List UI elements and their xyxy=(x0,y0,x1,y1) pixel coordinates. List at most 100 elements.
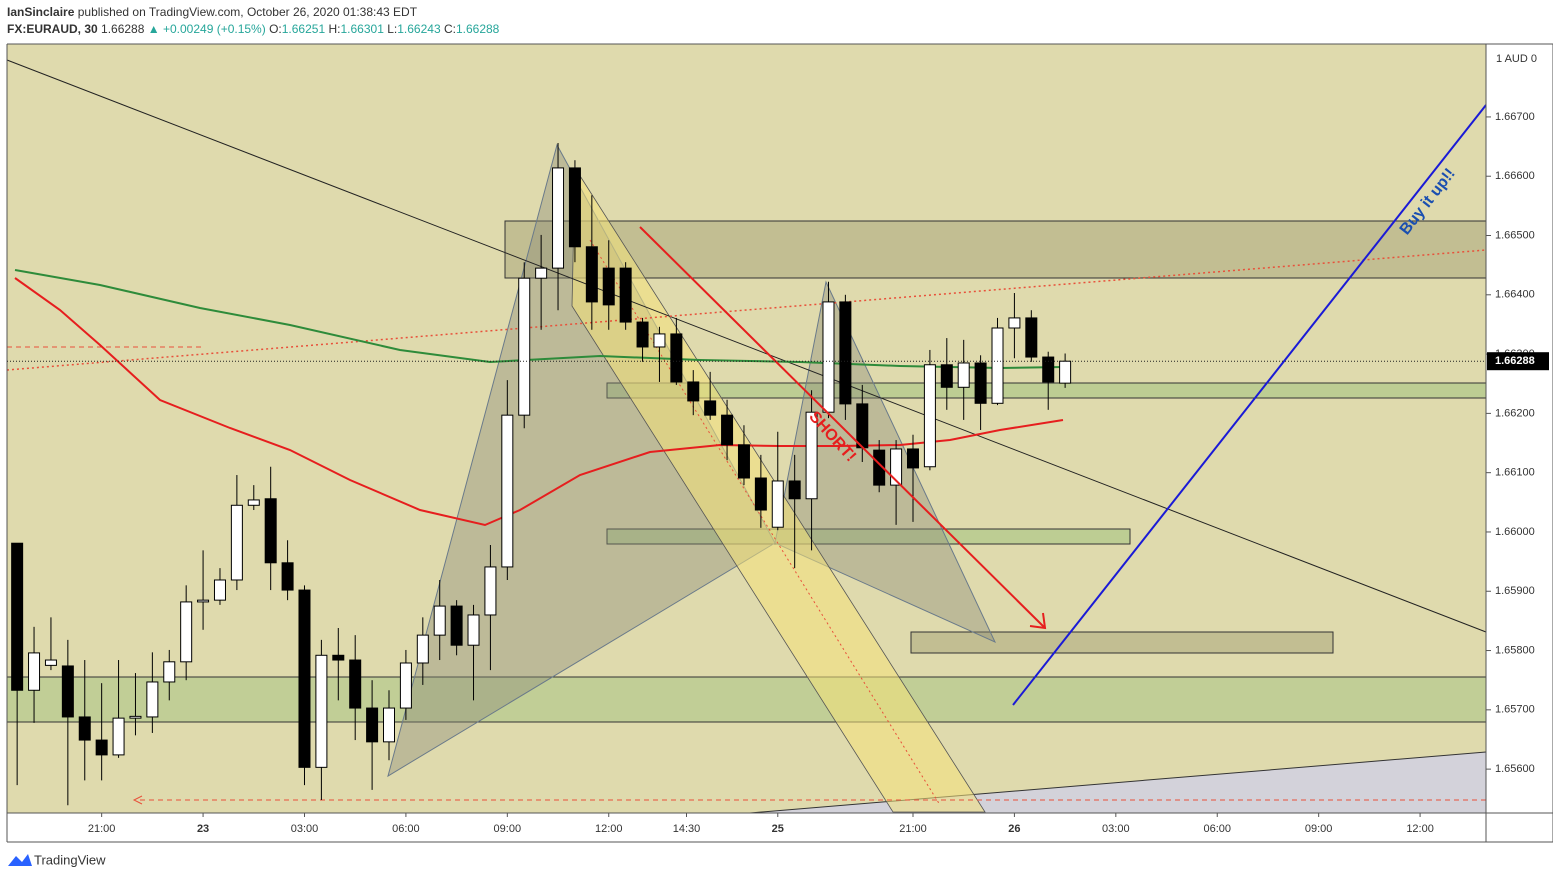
candle-body xyxy=(1059,360,1072,384)
x-tick-label: 14:30 xyxy=(673,823,701,835)
trend-line xyxy=(6,59,1487,633)
candle-body xyxy=(737,444,750,479)
target-zone xyxy=(910,631,1334,654)
candle-body xyxy=(129,715,142,719)
ohlc-o: O:1.66251 xyxy=(269,22,325,36)
short-arrow xyxy=(639,226,1046,629)
y-tick-label: 1.66100 xyxy=(1495,467,1535,479)
candle-body xyxy=(923,364,936,468)
ohlc-value: 1.66301 xyxy=(340,22,384,36)
candle-body xyxy=(653,333,666,348)
candle-body xyxy=(552,167,565,269)
candle-body xyxy=(11,542,24,691)
ohlc-label: C: xyxy=(443,22,456,36)
candle-body xyxy=(721,414,734,446)
candle-body xyxy=(163,661,176,683)
y-tick-label: 1.65900 xyxy=(1495,585,1535,597)
candle-body xyxy=(619,267,632,323)
symbol-line: FX:EURAUD, 30 1.66288 ▲ +0.00249 (+0.15%… xyxy=(7,22,499,36)
change: ▲ +0.00249 (+0.15%) xyxy=(147,22,266,36)
y-tick-label: 1.66700 xyxy=(1495,111,1535,123)
candle-body xyxy=(112,717,125,756)
x-tick-label: 09:00 xyxy=(494,823,522,835)
arrow-head xyxy=(1029,612,1047,630)
candle-body xyxy=(247,499,260,506)
candle-body xyxy=(44,659,57,666)
current-price-label: 1.66288 xyxy=(1495,355,1535,367)
green-ma xyxy=(14,269,1064,370)
red-ma xyxy=(14,277,1064,527)
axis-unit: 1 AUD 0 xyxy=(1496,53,1537,65)
y-tick-label: 1.66400 xyxy=(1495,289,1535,301)
candle-body xyxy=(822,301,835,413)
candle-body xyxy=(670,333,683,383)
x-tick-label: 06:00 xyxy=(1203,823,1231,835)
x-tick-label: 06:00 xyxy=(392,823,420,835)
ohlc-label: L: xyxy=(387,22,398,36)
candle-body xyxy=(754,477,767,511)
supply-zone xyxy=(504,220,1487,279)
ohlc-c: C:1.66288 xyxy=(444,22,499,36)
candle-body xyxy=(298,589,311,768)
candle-body xyxy=(873,449,886,486)
footer-logo: TradingView xyxy=(34,852,106,867)
candle-body xyxy=(585,246,598,303)
ohlc-label: H: xyxy=(328,22,341,36)
candle-body xyxy=(197,599,210,603)
candle-body xyxy=(433,605,446,636)
arrow-head xyxy=(132,795,143,805)
zone xyxy=(606,382,1487,399)
candle-body xyxy=(467,614,480,646)
ohlc-l: L:1.66243 xyxy=(387,22,440,36)
candle-body xyxy=(416,634,429,664)
candle-body xyxy=(146,681,159,718)
candle-body xyxy=(349,659,362,709)
y-tick-label: 1.65700 xyxy=(1495,704,1535,716)
x-tick-label: 03:00 xyxy=(291,823,319,835)
candle-body xyxy=(230,504,243,581)
candle-body xyxy=(1008,317,1021,329)
y-tick-label: 1.66200 xyxy=(1495,407,1535,419)
x-tick-label: 12:00 xyxy=(1406,823,1434,835)
x-tick-label: 12:00 xyxy=(595,823,623,835)
buy-line xyxy=(1012,104,1487,706)
candle-body xyxy=(501,414,514,568)
y-tick-label: 1.66600 xyxy=(1495,170,1535,182)
candle-body xyxy=(264,498,277,564)
header-space xyxy=(0,0,1553,42)
candle-body xyxy=(61,665,74,718)
candle-body xyxy=(890,448,903,486)
candle-body xyxy=(28,652,41,691)
current-price-tag xyxy=(1487,352,1549,371)
candle-body xyxy=(366,707,379,743)
y-tick-label: 1.66000 xyxy=(1495,526,1535,538)
candle-body xyxy=(856,403,869,449)
candle-body xyxy=(1042,356,1055,383)
ohlc-value: 1.66251 xyxy=(281,22,326,36)
candle-body xyxy=(957,362,970,388)
published: published on TradingView.com, October 26… xyxy=(77,5,418,19)
y-tick-label: 1.65600 xyxy=(1495,763,1535,775)
red-dotted-line xyxy=(6,249,1487,371)
candle-body xyxy=(535,267,548,279)
x-tick-label: 26 xyxy=(1008,823,1020,835)
candles xyxy=(11,143,1072,806)
x-tick-label: 09:00 xyxy=(1305,823,1333,835)
ohlc-value: 1.66288 xyxy=(455,22,500,36)
publish-line: IanSinclaire published on TradingView.co… xyxy=(7,5,417,19)
logo-icon xyxy=(8,854,32,866)
last-price: 1.66288 xyxy=(101,22,145,36)
candle-body xyxy=(518,277,531,416)
candle-body xyxy=(991,327,1004,404)
y-tick-label: 1.65800 xyxy=(1495,644,1535,656)
candle-body xyxy=(839,301,852,405)
candle-body xyxy=(1025,317,1038,358)
candle-body xyxy=(771,480,784,528)
candle-body xyxy=(180,601,193,663)
ohlc-value: 1.66243 xyxy=(397,22,441,36)
demand-zone xyxy=(6,676,1487,723)
candle-body xyxy=(687,381,700,402)
candle-body xyxy=(399,662,412,709)
